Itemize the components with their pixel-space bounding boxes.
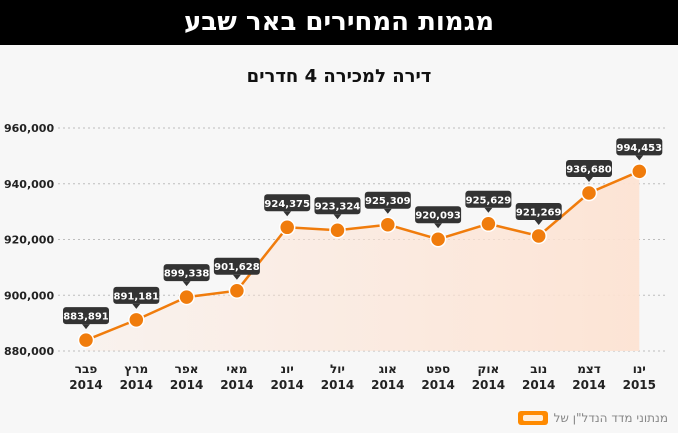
- x-tick-label-year: 2015: [623, 378, 656, 392]
- x-tick-label-year: 2014: [69, 378, 102, 392]
- x-tick-label-month: ספט: [426, 362, 450, 376]
- data-label-pointer: [534, 219, 543, 225]
- data-label-pointer: [635, 155, 644, 161]
- data-label-box: [616, 138, 663, 156]
- data-label-box: [566, 160, 612, 178]
- data-label-pointer: [484, 207, 493, 213]
- x-tick-label-year: 2014: [270, 378, 303, 392]
- data-label: 994,453: [617, 143, 663, 154]
- x-tick-label-year: 2014: [321, 378, 354, 392]
- x-tick-label-month: אוק: [478, 362, 500, 376]
- data-label-pointer: [585, 177, 593, 183]
- data-label-box: [264, 194, 311, 212]
- data-point: [480, 215, 497, 233]
- data-point: [228, 282, 246, 299]
- area-fill: [86, 171, 640, 351]
- x-tick-label-month: יונ: [281, 362, 294, 376]
- data-label-pointer: [132, 303, 141, 309]
- data-label: 920,093: [415, 211, 461, 222]
- x-tick-label-year: 2014: [472, 378, 505, 392]
- data-label-box: [515, 202, 562, 220]
- y-tick-label: 900,000: [4, 289, 54, 302]
- data-label: 923,324: [315, 202, 361, 213]
- data-label-pointer: [232, 274, 241, 280]
- data-label-pointer: [283, 211, 292, 217]
- x-tick-label-month: יול: [330, 362, 345, 376]
- data-label: 925,309: [365, 196, 411, 207]
- data-label-pointer: [333, 214, 342, 220]
- x-tick-label-month: מאי: [226, 362, 247, 376]
- data-point: [631, 163, 648, 180]
- y-tick-label: 940,000: [4, 178, 54, 191]
- x-tick-label-year: 2014: [572, 378, 605, 392]
- series-line: [85, 170, 640, 342]
- data-point: [77, 331, 95, 349]
- x-tick-label-month: אוג: [379, 362, 397, 376]
- data-label-box: [113, 286, 160, 304]
- x-tick-label-year: 2014: [522, 378, 555, 392]
- source-text: מנתוני מדד הנדל"ן של: [553, 411, 668, 425]
- x-tick-label-year: 2014: [220, 378, 253, 392]
- data-label-pointer: [383, 208, 392, 214]
- data-label-box: [163, 264, 210, 282]
- data-point: [329, 221, 346, 239]
- data-point: [178, 288, 195, 306]
- data-label-box: [63, 307, 109, 325]
- page-title: מגמות המחירים באר שבע: [0, 0, 678, 45]
- data-label-pointer: [434, 223, 443, 229]
- x-tick-label-month: דצמ: [577, 362, 601, 376]
- data-point: [429, 230, 447, 248]
- data-label: 901,628: [214, 262, 260, 273]
- x-tick-label-month: פבר: [75, 362, 98, 376]
- data-label-pointer: [82, 324, 90, 330]
- y-tick-label: 960,000: [4, 122, 54, 135]
- yad2-logo-icon: [517, 411, 548, 425]
- data-label-box: [314, 197, 361, 215]
- data-label: 924,375: [264, 199, 310, 210]
- data-point: [530, 227, 547, 245]
- data-label: 899,338: [164, 269, 210, 280]
- x-tick-label-month: נוב: [530, 362, 547, 376]
- data-point: [580, 184, 598, 202]
- data-label: 921,269: [516, 207, 562, 218]
- x-tick-label-year: 2014: [371, 378, 404, 392]
- chart-subtitle: דירה למכירה 4 חדרים: [246, 66, 432, 87]
- data-label: 883,891: [63, 312, 109, 323]
- x-tick-label-month: ינו: [633, 362, 646, 376]
- x-tick-label-month: אפר: [175, 362, 199, 376]
- data-label-box: [213, 257, 260, 275]
- data-label-box: [465, 190, 512, 208]
- data-label: 891,181: [114, 291, 160, 302]
- data-label-box: [415, 206, 462, 224]
- data-label-pointer: [182, 281, 191, 287]
- footer: מנתוני מדד הנדל"ן של: [517, 411, 668, 425]
- x-tick-label-year: 2014: [120, 378, 153, 392]
- data-point: [128, 311, 145, 329]
- x-tick-label-year: 2014: [421, 378, 454, 392]
- y-tick-label: 920,000: [4, 234, 54, 247]
- data-point: [379, 216, 397, 233]
- data-label: 925,629: [466, 195, 512, 206]
- data-point: [278, 219, 296, 236]
- x-tick-label-year: 2014: [170, 378, 203, 392]
- y-tick-label: 880,000: [4, 345, 54, 358]
- data-label-box: [364, 191, 411, 209]
- data-label: 936,680: [566, 165, 612, 176]
- x-tick-label-month: מרץ: [124, 362, 148, 376]
